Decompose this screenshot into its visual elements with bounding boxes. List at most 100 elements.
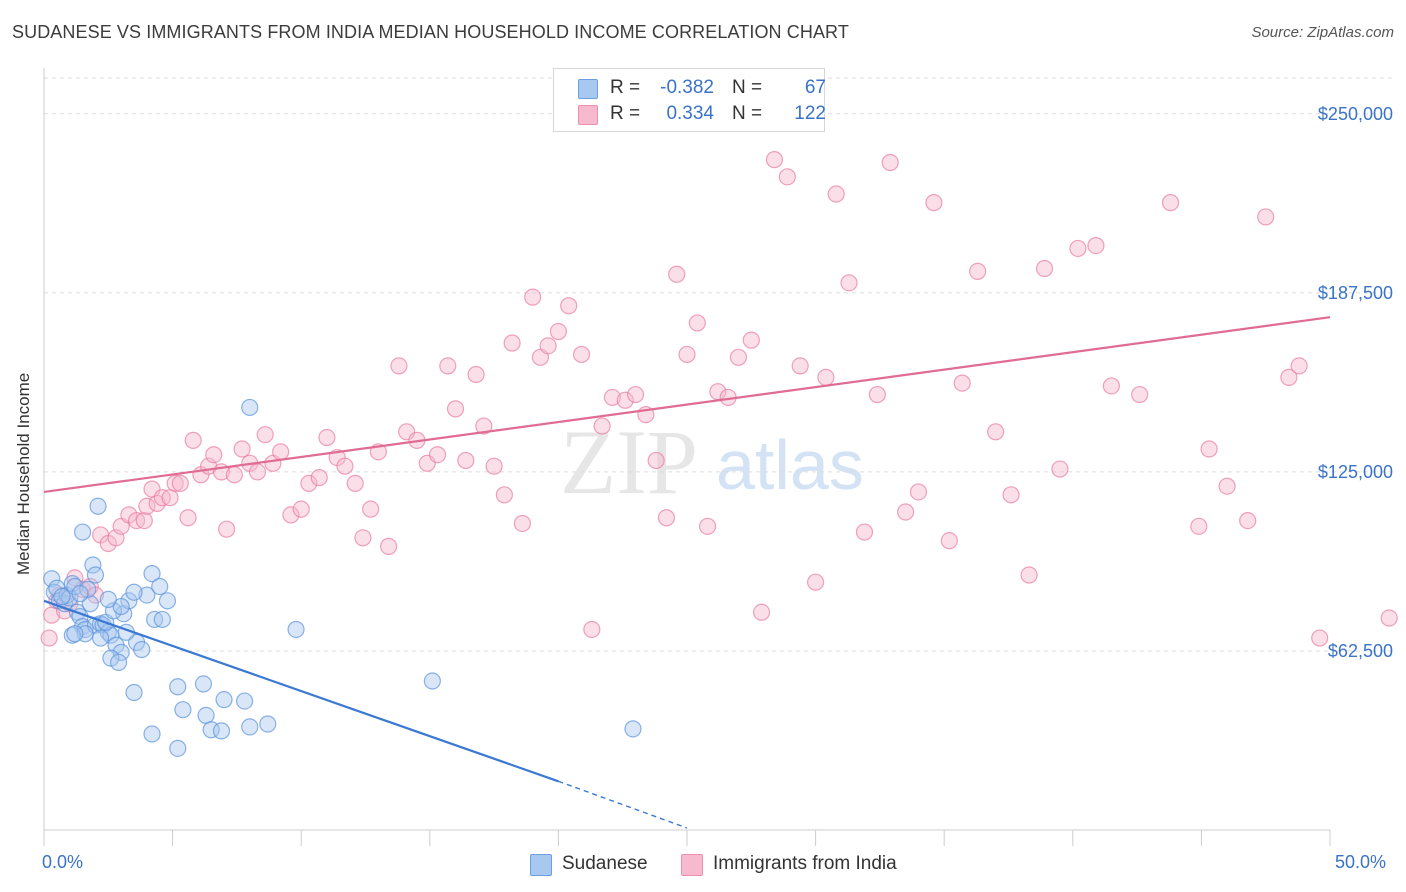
point-immigrants-from-india-89	[791, 357, 809, 375]
point-immigrants-from-india-59	[475, 417, 493, 435]
legend-swatch-sudanese	[578, 79, 598, 99]
point-immigrants-from-india-109	[1087, 236, 1105, 255]
point-immigrants-from-india-77	[657, 509, 676, 527]
point-immigrants-from-india-113	[1190, 517, 1208, 535]
point-immigrants-from-india-99	[925, 194, 943, 212]
point-immigrants-from-india-39	[292, 500, 310, 518]
point-immigrants-from-india-84	[729, 348, 748, 366]
point-immigrants-from-india-88	[778, 168, 796, 186]
point-immigrants-from-india-105	[1020, 566, 1038, 584]
point-immigrants-from-india-71	[593, 417, 611, 435]
trendline-sudanese-extension	[558, 780, 688, 829]
point-immigrants-from-india-104	[1002, 486, 1020, 504]
point-immigrants-from-india-21	[161, 489, 179, 507]
source-label: Source: ZipAtlas.com	[1251, 24, 1394, 41]
legend-label-india: Immigrants from India	[713, 853, 897, 874]
point-sudanese-54	[259, 715, 277, 733]
point-immigrants-from-india-72	[603, 388, 622, 407]
legend-r-label: R =	[610, 103, 641, 124]
point-immigrants-from-india-46	[354, 529, 372, 547]
point-sudanese-64	[423, 672, 441, 690]
point-immigrants-from-india-47	[362, 500, 380, 518]
point-sudanese-44	[153, 610, 171, 629]
point-immigrants-from-india-49	[380, 537, 398, 555]
point-immigrants-from-india-100	[940, 532, 958, 550]
point-immigrants-from-india-110	[1102, 377, 1120, 395]
axis-layer	[43, 68, 1331, 846]
point-sudanese-52	[169, 739, 187, 757]
legend-r-value: -0.382	[660, 77, 714, 98]
point-sudanese-53	[241, 718, 259, 736]
trendline-sudanese	[43, 599, 559, 783]
x-tick-max: 50.0%	[1335, 852, 1387, 872]
point-immigrants-from-india-50	[390, 357, 408, 375]
y-tick-label-3: $250,000	[1318, 104, 1393, 124]
point-immigrants-from-india-115	[1218, 477, 1236, 495]
point-immigrants-from-india-25	[184, 431, 202, 449]
point-immigrants-from-india-116	[1239, 512, 1257, 530]
point-immigrants-from-india-54	[428, 446, 447, 464]
point-immigrants-from-india-80	[688, 314, 706, 332]
point-sudanese-40	[151, 577, 169, 596]
point-immigrants-from-india-63	[513, 514, 531, 533]
point-sudanese-24	[86, 566, 105, 584]
y-tick-label-2: $187,500	[1318, 283, 1393, 303]
point-sudanese-57	[194, 675, 213, 693]
point-immigrants-from-india-68	[560, 297, 578, 315]
point-immigrants-from-india-87	[765, 151, 784, 169]
point-immigrants-from-india-118	[1280, 368, 1298, 386]
point-immigrants-from-india-73	[616, 391, 634, 409]
point-sudanese-63	[287, 620, 305, 639]
point-immigrants-from-india-45	[346, 474, 364, 492]
x-tick-min: 0.0%	[42, 852, 84, 872]
point-immigrants-from-india-17	[138, 497, 156, 515]
point-sudanese-14	[81, 595, 99, 613]
point-sudanese-51	[143, 725, 161, 743]
legend-n-value: 122	[794, 103, 826, 124]
watermark-zip: ZIP	[560, 411, 698, 513]
point-immigrants-from-india-41	[310, 469, 328, 487]
point-immigrants-from-india-106	[1035, 259, 1054, 278]
point-sudanese-2	[48, 579, 66, 597]
point-sudanese-59	[91, 629, 110, 647]
point-sudanese-23	[84, 556, 102, 574]
grid-layer	[44, 77, 1395, 652]
point-immigrants-from-india-23	[171, 474, 189, 492]
legend-swatch-sudanese	[530, 854, 552, 876]
point-sudanese-37	[112, 597, 130, 616]
point-immigrants-from-india-76	[647, 451, 665, 470]
point-sudanese-28	[89, 497, 107, 515]
point-immigrants-from-india-42	[318, 428, 336, 447]
point-immigrants-from-india-55	[439, 357, 457, 375]
point-immigrants-from-india-69	[572, 345, 591, 364]
point-sudanese-0	[43, 570, 61, 588]
point-immigrants-from-india-121	[1380, 609, 1398, 627]
point-immigrants-from-india-40	[300, 474, 318, 492]
point-immigrants-from-india-62	[503, 334, 521, 352]
point-sudanese-47	[197, 706, 215, 725]
point-immigrants-from-india-119	[1290, 357, 1308, 375]
point-sudanese-41	[158, 592, 177, 610]
point-immigrants-from-india-60	[485, 457, 503, 475]
point-immigrants-from-india-32	[233, 440, 251, 458]
point-immigrants-from-india-66	[539, 337, 557, 355]
point-sudanese-27	[71, 585, 89, 603]
point-immigrants-from-india-70	[583, 620, 601, 639]
point-immigrants-from-india-108	[1069, 239, 1087, 258]
point-immigrants-from-india-0	[40, 629, 58, 647]
chart-title: SUDANESE VS IMMIGRANTS FROM INDIA MEDIAN…	[12, 22, 849, 42]
legend-n-value: 67	[804, 77, 826, 98]
point-immigrants-from-india-81	[698, 517, 717, 535]
point-sudanese-50	[125, 683, 143, 702]
point-immigrants-from-india-22	[166, 474, 184, 492]
point-immigrants-from-india-91	[817, 368, 835, 386]
point-immigrants-from-india-86	[752, 603, 771, 621]
point-sudanese-56	[215, 691, 233, 709]
legend-swatch-india	[681, 854, 703, 876]
legend-label-sudanese: Sudanese	[562, 853, 648, 874]
point-sudanese-42	[125, 583, 143, 601]
trend-layer	[43, 316, 1331, 829]
point-sudanese-46	[174, 701, 192, 719]
point-immigrants-from-india-112	[1161, 194, 1180, 212]
